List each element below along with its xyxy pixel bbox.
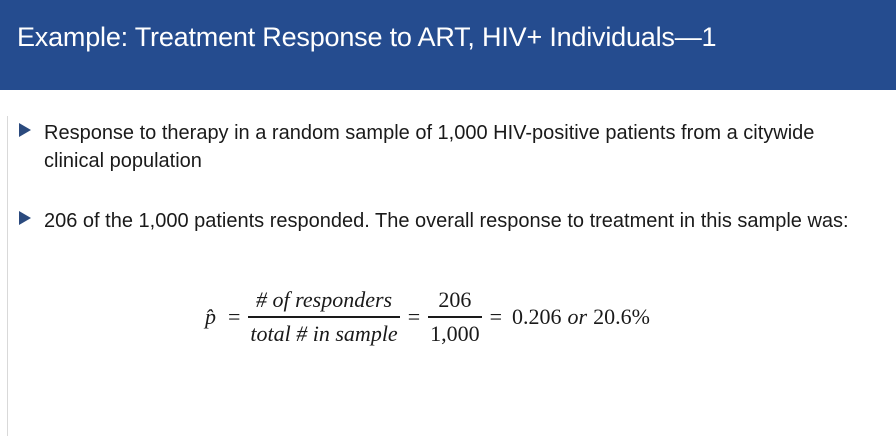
bullet-text: Response to therapy in a random sample o… <box>44 122 815 172</box>
proportion-formula: p̂ = # of responders total # in sample =… <box>205 282 650 352</box>
fraction-bar <box>248 316 400 318</box>
fraction-numerator: 206 <box>438 287 472 313</box>
bullet-text: 206 of the 1,000 patients responded. The… <box>44 210 849 232</box>
slide-title: Example: Treatment Response to ART, HIV+… <box>17 22 717 52</box>
equals-sign: = <box>228 304 241 329</box>
result-percent: 20.6% <box>593 304 650 329</box>
content-border <box>7 116 8 436</box>
bullet-triangle-icon <box>19 211 31 225</box>
fraction-values: 206 1,000 <box>428 286 482 348</box>
fraction-bar <box>428 316 482 318</box>
fraction-denominator: total # in sample <box>250 320 398 346</box>
result-or: or <box>567 304 588 329</box>
title-bar: Example: Treatment Response to ART, HIV+… <box>0 0 896 90</box>
bullet-triangle-icon <box>19 123 31 137</box>
result-value: 0.206 <box>512 304 562 329</box>
equals-sign: = <box>489 304 503 329</box>
fraction-numerator: # of responders <box>256 287 393 313</box>
fraction-definition: # of responders total # in sample <box>248 286 400 348</box>
fraction-denominator: 1,000 <box>430 320 480 346</box>
p-hat-symbol: p̂ <box>205 304 216 329</box>
equals-sign: = <box>407 304 421 329</box>
